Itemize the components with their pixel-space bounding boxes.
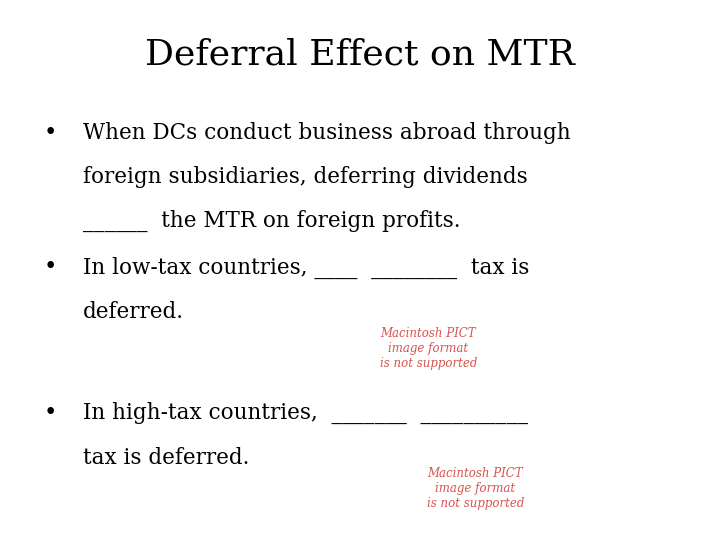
Text: Deferral Effect on MTR: Deferral Effect on MTR [145,38,575,72]
Text: Macintosh PICT
image format
is not supported: Macintosh PICT image format is not suppo… [426,467,524,510]
Text: In low-tax countries, ____  ________  tax is: In low-tax countries, ____ ________ tax … [83,256,529,279]
Text: •: • [43,122,57,144]
Text: tax is deferred.: tax is deferred. [83,447,249,469]
Text: foreign subsidiaries, deferring dividends: foreign subsidiaries, deferring dividend… [83,166,528,188]
Text: •: • [43,256,57,279]
Text: deferred.: deferred. [83,301,184,323]
Text: When DCs conduct business abroad through: When DCs conduct business abroad through [83,122,570,144]
Text: •: • [43,402,57,424]
Text: ______  the MTR on foreign profits.: ______ the MTR on foreign profits. [83,210,460,232]
Text: Macintosh PICT
image format
is not supported: Macintosh PICT image format is not suppo… [379,327,477,370]
Text: In high-tax countries,  _______  __________: In high-tax countries, _______ _________… [83,402,528,424]
